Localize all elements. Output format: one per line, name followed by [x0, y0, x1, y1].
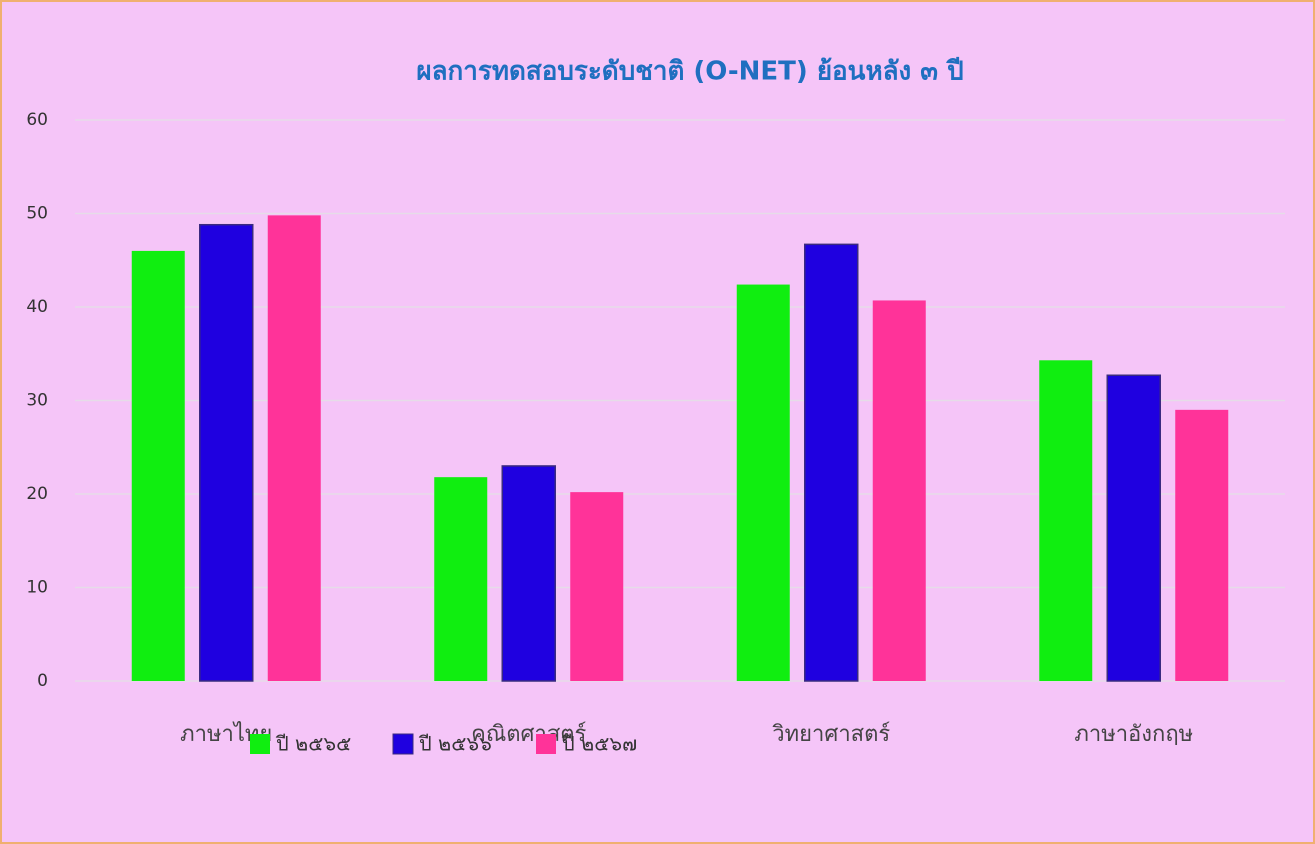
y-tick-label: 20	[26, 484, 48, 504]
legend-label: ปี ๒๕๖๖	[419, 732, 492, 756]
bar	[1106, 374, 1161, 682]
y-tick-label: 60	[26, 110, 48, 130]
x-tick-label: ภาษาอังกฤษ	[1074, 722, 1193, 747]
legend-swatch	[536, 734, 556, 754]
bar	[804, 243, 859, 682]
bar	[872, 300, 926, 681]
bar	[501, 465, 556, 682]
y-tick-label: 40	[26, 297, 48, 317]
bar	[570, 492, 624, 681]
bar	[434, 477, 488, 681]
bar	[736, 284, 790, 681]
y-tick-label: 10	[26, 578, 48, 598]
bar	[131, 250, 185, 681]
y-tick-label: 0	[37, 671, 48, 691]
bar	[1175, 409, 1229, 681]
bar	[267, 215, 321, 681]
chart-title: ผลการทดสอบระดับชาติ (O-NET) ย้อนหลัง ๓ ป…	[416, 57, 963, 87]
y-tick-label: 50	[26, 204, 48, 224]
x-tick-label: วิทยาศาสตร์	[772, 722, 891, 747]
x-tick-label: คณิตศาสตร์	[471, 722, 586, 747]
legend-label: ปี ๒๕๖๕	[276, 732, 351, 756]
legend-swatch	[392, 733, 414, 755]
legend-swatch	[250, 734, 270, 754]
bar	[1039, 360, 1093, 681]
y-tick-label: 30	[26, 391, 48, 411]
legend-label: ปี ๒๕๖๗	[562, 732, 637, 756]
bar	[199, 223, 254, 682]
